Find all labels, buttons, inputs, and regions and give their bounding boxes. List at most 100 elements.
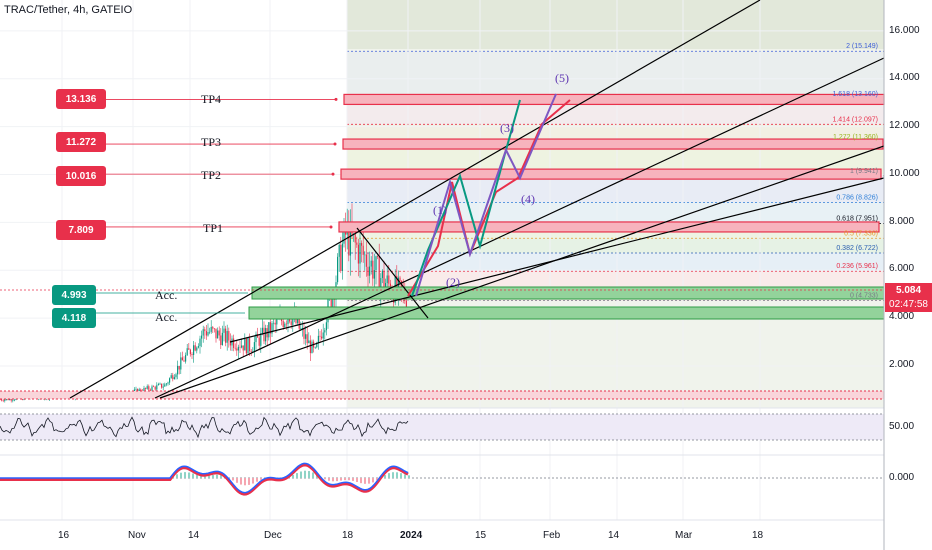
macd-bar <box>260 478 262 480</box>
candle-body <box>289 318 291 322</box>
candle-body <box>343 221 345 244</box>
candle-body <box>316 342 318 348</box>
candle-body <box>5 398 7 400</box>
candle-body <box>290 321 292 325</box>
time-tick-14: 14 <box>188 530 200 541</box>
candle-body <box>330 294 332 307</box>
candle-body <box>268 322 270 338</box>
fib-band <box>347 51 884 99</box>
macd-bar <box>296 473 298 478</box>
candle-body <box>373 270 375 279</box>
tp1-label: TP1 <box>203 221 224 235</box>
rsi-band <box>0 414 884 440</box>
rsi-tick-50: 50.00 <box>889 421 915 432</box>
candle-body <box>233 338 235 348</box>
macd-bar <box>328 478 330 481</box>
macd-bar <box>232 478 234 481</box>
price-tick-12: 12.000 <box>889 120 920 131</box>
candle-body <box>236 348 238 351</box>
macd-bar <box>372 478 374 483</box>
candle-body <box>282 321 284 328</box>
time-tick-16: 16 <box>58 530 70 541</box>
candle-body <box>285 323 287 325</box>
fib-level-label: 1 (9.941) <box>850 168 878 175</box>
macd-bar <box>324 478 326 480</box>
candle-body <box>399 277 401 281</box>
candle-body <box>161 383 163 388</box>
macd-bar <box>244 478 246 486</box>
fib-level-label: 2 (15.149) <box>846 43 878 50</box>
macd-bar <box>212 475 214 478</box>
target-zone <box>338 221 880 233</box>
macd-bar <box>252 478 254 484</box>
chart-title: TRAC/Tether, 4h, GATEIO <box>4 4 133 16</box>
macd-bar <box>344 478 346 481</box>
wave-label: (2) <box>446 275 460 289</box>
macd-bar <box>180 472 182 478</box>
macd-bar <box>384 475 386 478</box>
candle-body <box>258 337 260 346</box>
wave-label: (1) <box>433 203 447 217</box>
candle-body <box>172 375 174 380</box>
macd-bar <box>376 478 378 481</box>
candle-body <box>341 243 343 271</box>
candle-body <box>377 256 379 257</box>
candle-body <box>369 266 371 276</box>
macd-bar <box>216 474 218 478</box>
macd-bar <box>348 478 350 481</box>
fib-band <box>347 175 884 203</box>
candle-body <box>340 244 342 271</box>
candle-body <box>244 338 246 351</box>
macd-bar <box>192 473 194 478</box>
wave-purple <box>415 93 557 297</box>
candle-body <box>185 355 187 362</box>
candle-body <box>0 399 1 401</box>
fib-level-label: 0.786 (8.826) <box>836 195 878 202</box>
candle-body <box>250 351 252 353</box>
candle-body <box>255 334 257 343</box>
candle-body <box>300 328 302 329</box>
candle-body <box>225 328 227 343</box>
candle-body <box>170 375 172 379</box>
candle-body <box>247 338 249 354</box>
fib-band <box>347 202 884 224</box>
candle-body <box>380 277 382 292</box>
candle-body <box>405 300 407 308</box>
candle-body <box>164 384 166 387</box>
candle-body <box>207 332 209 336</box>
target-zone <box>340 168 882 180</box>
time-tick-15: 15 <box>475 530 487 541</box>
candle-body <box>196 347 198 351</box>
candle-body <box>378 256 380 292</box>
candle-countdown: 02:47:58 <box>885 298 932 312</box>
candle-body <box>217 330 219 339</box>
candle-body <box>273 322 275 324</box>
candle-body <box>308 340 310 344</box>
macd-bar <box>364 478 366 484</box>
candle-body <box>338 244 340 257</box>
candle-body <box>186 348 188 356</box>
trendline <box>69 0 761 399</box>
candle-body <box>317 335 319 343</box>
acc1-price-badge: 4.993 <box>52 285 96 305</box>
candle-body <box>175 374 177 378</box>
acc1-label: Acc. <box>155 288 178 302</box>
macd-bar <box>176 474 178 478</box>
candle-body <box>375 256 377 271</box>
macd-bar <box>360 478 362 484</box>
tp4-price-badge: 13.136 <box>56 89 106 109</box>
candle-body <box>145 387 147 389</box>
macd-bar <box>184 472 186 478</box>
candle-body <box>191 354 193 356</box>
time-tick-dec: Dec <box>264 530 282 541</box>
candle-body <box>165 383 167 385</box>
time-tick-mar: Mar <box>675 530 693 541</box>
candle-body <box>2 400 4 402</box>
candle-body <box>263 327 265 342</box>
candle-body <box>143 387 145 392</box>
candle-body <box>210 326 212 332</box>
candle-body <box>260 333 262 346</box>
wave-red <box>407 99 571 297</box>
